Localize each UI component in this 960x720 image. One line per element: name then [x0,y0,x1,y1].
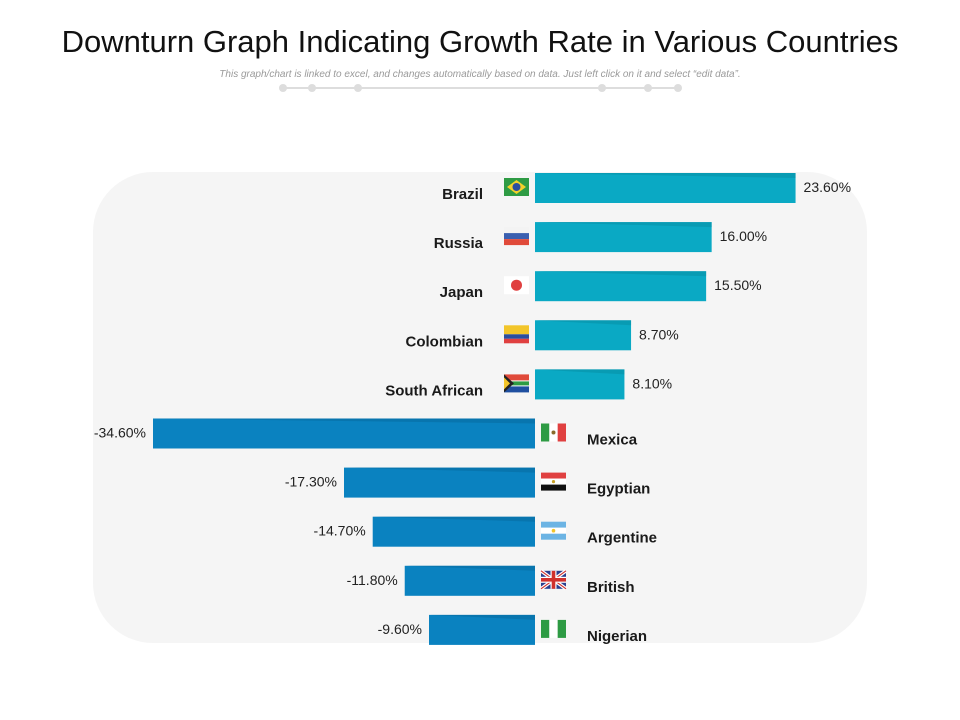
divider-dot [674,84,682,92]
bar-top-shade [535,222,712,228]
bar-top-shade [344,467,535,473]
japan-flag-icon [504,276,529,295]
uk-flag-icon [539,569,568,591]
category-label: Brazil [442,186,483,203]
category-label: Egyptian [587,481,650,498]
colombia-flag-icon [504,325,529,344]
value-label: -9.60% [378,621,422,637]
value-label: 16.00% [720,228,767,244]
bar-japan [535,271,707,302]
page-subtitle: This graph/chart is linked to excel, and… [219,69,741,80]
category-label: Russia [434,235,484,252]
egypt-flag-icon [541,472,566,491]
bar-top-shade [535,271,707,277]
bar-top-shade [535,320,632,326]
bar-top-shade [535,173,796,178]
decorative-divider [279,84,682,92]
category-label: Mexica [587,432,638,449]
divider-dot [354,84,362,92]
bar-top-shade [153,418,535,424]
value-label: 8.10% [632,375,672,391]
bar-mexica [153,418,535,449]
value-label: 23.60% [804,179,851,195]
bar-british [404,565,535,596]
category-label: Argentine [587,530,657,547]
category-label: Colombian [406,333,484,350]
bar-nigerian [429,614,535,645]
bar-top-shade [535,369,625,375]
value-label: -34.60% [94,425,146,441]
nigeria-flag-icon [541,619,566,638]
bars-layer: 23.60% Brazil 16.00% Russia 15.50% Japan 8.70%… [94,173,851,645]
bar-top-shade [404,565,535,571]
mexico-flag-icon [541,423,566,442]
page-title: Downturn Graph Indicating Growth Rate in… [61,24,899,59]
value-label: -14.70% [314,523,366,539]
divider-dot [598,84,606,92]
bar-south-african [535,369,625,400]
bar-russia [535,222,712,253]
south-africa-flag-icon [504,374,529,393]
bar-egyptian [344,467,535,498]
category-label: Japan [440,284,483,301]
divider-dot [279,84,287,92]
bar-colombian [535,320,632,351]
bar-argentine [372,516,535,547]
bar-top-shade [372,516,535,522]
value-label: 8.70% [639,326,679,342]
russia-flag-icon [504,227,529,246]
bar-brazil [535,173,796,203]
category-label: South African [385,382,483,399]
category-label: British [587,579,635,596]
value-label: 15.50% [714,277,761,293]
brazil-flag-icon [504,178,529,196]
value-label: -17.30% [285,474,337,490]
divider-dot [308,84,316,92]
bar-top-shade [429,614,535,620]
value-label: -11.80% [347,572,398,588]
category-label: Nigerian [587,628,647,645]
divider-dot [644,84,652,92]
argentina-flag-icon [541,521,566,540]
